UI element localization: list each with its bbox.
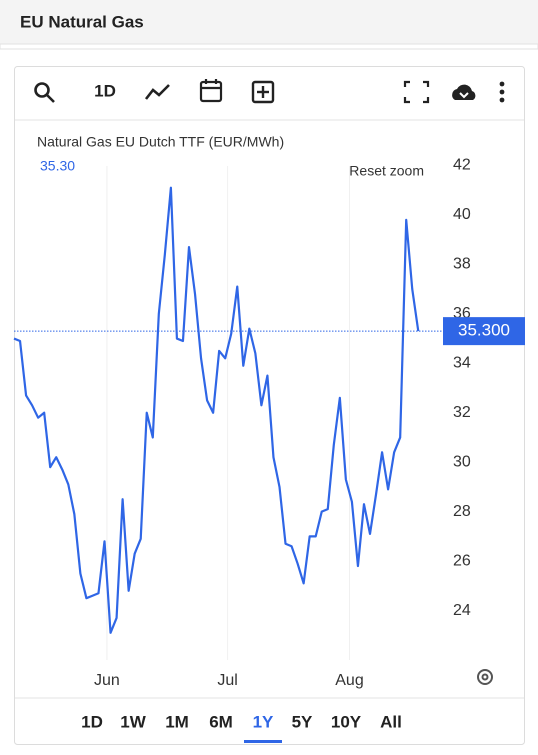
divider	[0, 43, 538, 50]
x-tick-label: Aug	[335, 672, 363, 689]
range-button[interactable]: 1M	[165, 712, 189, 731]
range-active-underline	[244, 740, 282, 743]
legend-value: 35.30	[40, 158, 75, 174]
y-tick-label: 30	[453, 453, 471, 470]
range-button[interactable]: 1Y	[253, 712, 274, 731]
x-tick-label: Jul	[217, 672, 237, 689]
settings-icon[interactable]	[477, 669, 493, 685]
reset-zoom[interactable]: Reset zoom	[349, 163, 424, 179]
calendar-icon[interactable]	[199, 79, 223, 103]
range-button[interactable]: 1D	[81, 712, 103, 731]
range-button[interactable]: All	[380, 712, 402, 731]
last-price-label: 35.300	[458, 321, 510, 340]
search-icon[interactable]	[34, 82, 55, 103]
last-price-box	[443, 317, 525, 346]
download-icon[interactable]	[452, 84, 476, 100]
y-tick-label: 24	[453, 602, 471, 619]
range-button[interactable]: 6M	[209, 712, 233, 731]
header-bar	[0, 0, 538, 44]
chart-type-icon[interactable]	[144, 84, 170, 100]
range-button[interactable]: 5Y	[292, 712, 313, 731]
header-title: EU Natural Gas	[20, 12, 144, 31]
y-tick-label: 26	[453, 552, 471, 569]
y-tick-label: 38	[453, 256, 471, 273]
range-button[interactable]: 10Y	[331, 712, 362, 731]
y-tick-label: 40	[453, 206, 471, 223]
range-button[interactable]: 1W	[120, 712, 146, 731]
y-tick-label: 34	[453, 354, 471, 371]
y-tick-label: 32	[453, 404, 471, 421]
menu-icon[interactable]	[499, 81, 505, 103]
add-icon[interactable]	[251, 80, 275, 104]
interval-button[interactable]: 1D	[94, 81, 116, 100]
fullscreen-icon[interactable]	[403, 80, 430, 104]
legend-title: Natural Gas EU Dutch TTF (EUR/MWh)	[37, 134, 284, 150]
x-tick-label: Jun	[94, 672, 120, 689]
price-line	[13, 186, 420, 634]
y-tick-label: 42	[453, 157, 471, 174]
y-tick-label: 28	[453, 503, 471, 520]
